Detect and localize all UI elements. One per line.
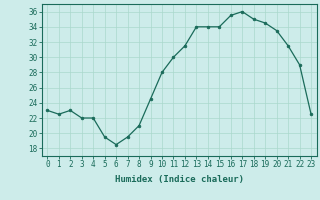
X-axis label: Humidex (Indice chaleur): Humidex (Indice chaleur): [115, 175, 244, 184]
